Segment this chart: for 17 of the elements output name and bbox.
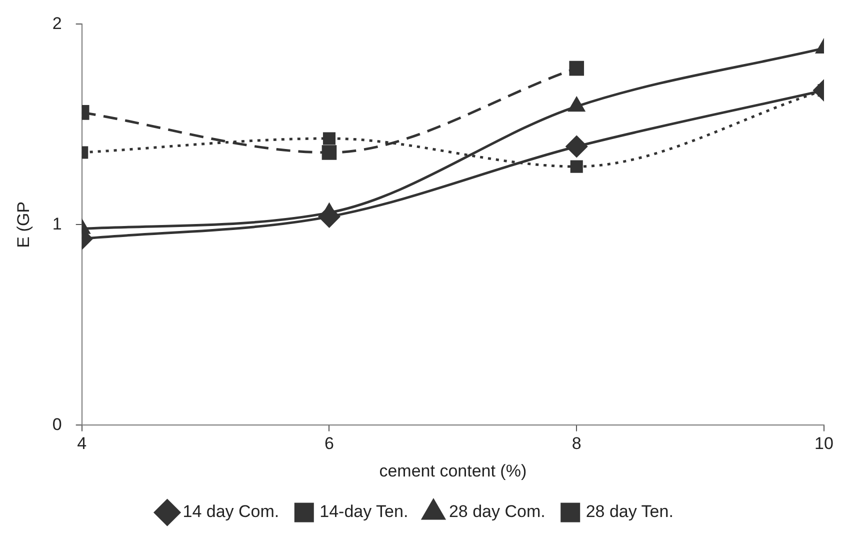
y-tick-label: 0 [52, 414, 62, 434]
legend-label: 14-day Ten. [320, 502, 408, 522]
legend-label: 28 day Ten. [586, 502, 674, 522]
point [570, 160, 583, 173]
x-tick-label: 4 [77, 434, 87, 454]
y-axis-title: E (GP [14, 202, 33, 248]
x-axis-title: cement content (%) [379, 461, 527, 480]
point [322, 132, 336, 145]
y-tick-label: 2 [52, 14, 62, 33]
point [569, 60, 584, 76]
x-tick-label: 8 [572, 434, 582, 454]
point [322, 145, 337, 160]
legend-label: 28 day Com. [448, 502, 546, 522]
x-tick-label: 10 [814, 434, 834, 454]
legend-label: 14 day Com. [182, 502, 280, 522]
x-tick-label: 6 [324, 434, 334, 454]
y-tick-label: 1 [52, 214, 62, 234]
